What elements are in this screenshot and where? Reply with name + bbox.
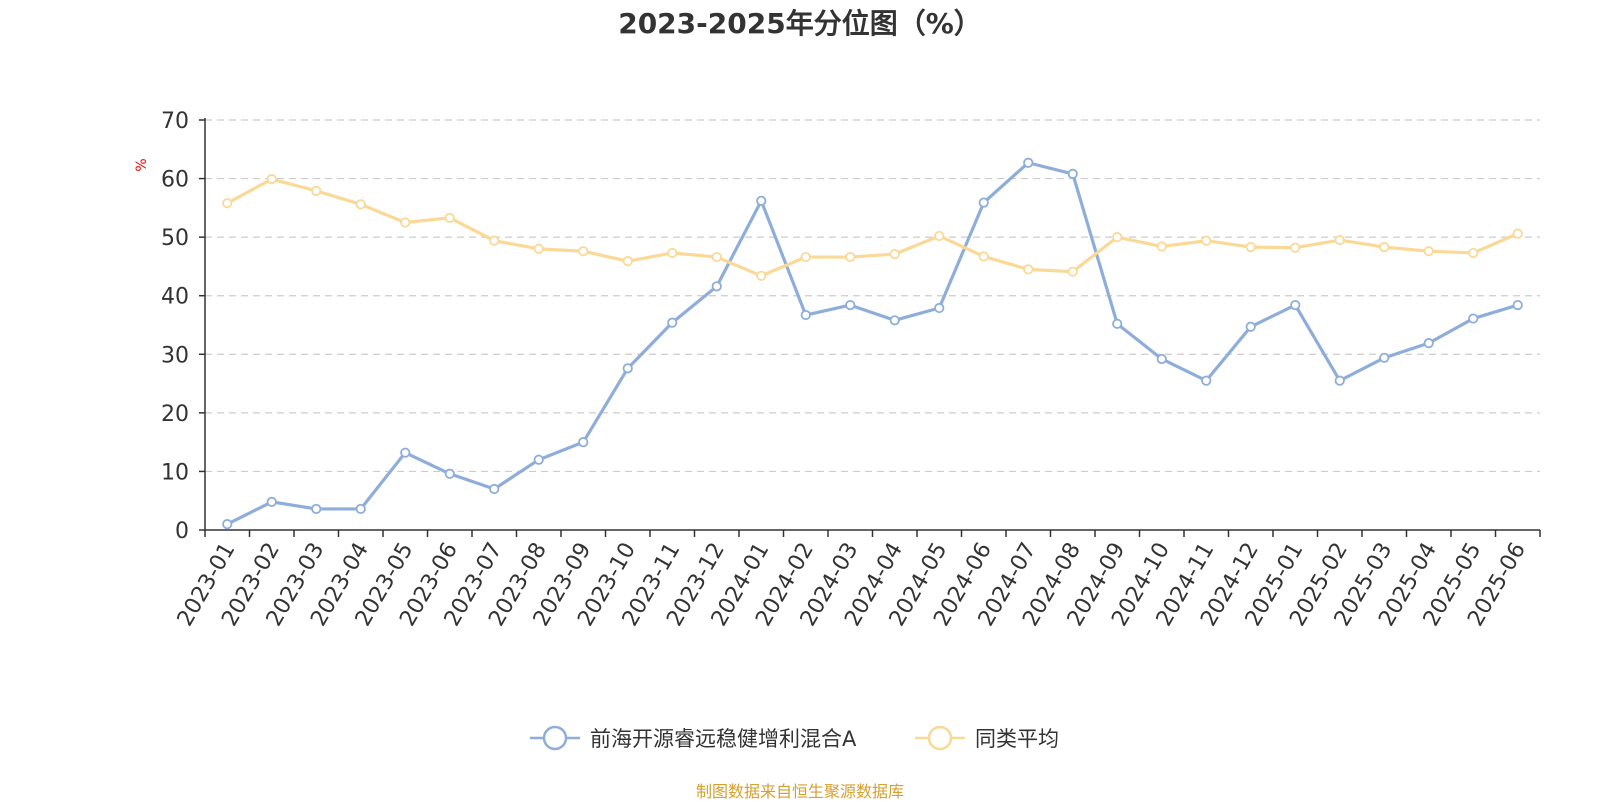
gridlines bbox=[205, 119, 1540, 473]
y-tick-label: 0 bbox=[175, 519, 189, 544]
data-point[interactable] bbox=[1156, 353, 1167, 365]
data-point[interactable] bbox=[1334, 234, 1345, 246]
data-point[interactable] bbox=[667, 317, 678, 328]
y-tick-label: 20 bbox=[161, 402, 189, 427]
legend-item-2[interactable]: 同类平均 bbox=[915, 725, 1059, 751]
data-point[interactable] bbox=[1379, 242, 1390, 253]
data-point[interactable] bbox=[311, 503, 322, 515]
data-point[interactable] bbox=[889, 249, 900, 260]
chart-title: 2023-2025年分位图（%） bbox=[618, 7, 982, 40]
data-point[interactable] bbox=[1245, 321, 1256, 332]
source-note: 制图数据来自恒生聚源数据库 bbox=[695, 782, 904, 801]
series-1 bbox=[222, 157, 1523, 530]
y-tick-label: 30 bbox=[161, 343, 189, 368]
data-point[interactable] bbox=[1067, 168, 1078, 179]
data-point[interactable] bbox=[444, 468, 455, 479]
y-tick-label: 70 bbox=[161, 109, 189, 134]
data-point[interactable] bbox=[1423, 246, 1434, 257]
data-point[interactable] bbox=[533, 243, 544, 254]
data-point[interactable] bbox=[800, 309, 811, 321]
data-point[interactable] bbox=[1512, 299, 1523, 311]
data-point[interactable] bbox=[756, 195, 767, 206]
y-tick-label: 10 bbox=[161, 460, 189, 485]
data-point[interactable] bbox=[1468, 313, 1479, 324]
data-point[interactable] bbox=[1245, 242, 1256, 253]
data-point[interactable] bbox=[400, 217, 411, 228]
data-point[interactable] bbox=[489, 483, 500, 495]
y-tick-label: 50 bbox=[161, 226, 189, 251]
y-tick-label: 60 bbox=[161, 168, 189, 193]
data-point[interactable] bbox=[311, 185, 322, 196]
data-point[interactable] bbox=[1023, 157, 1034, 168]
data-point[interactable] bbox=[978, 251, 989, 262]
data-point[interactable] bbox=[800, 251, 811, 263]
legend[interactable]: 前海开源睿远稳健增利混合A 同类平均 bbox=[530, 725, 1059, 751]
data-point[interactable] bbox=[266, 174, 277, 185]
data-point[interactable] bbox=[1290, 242, 1301, 253]
data-point[interactable] bbox=[711, 251, 722, 263]
data-point[interactable] bbox=[845, 299, 856, 311]
data-point[interactable] bbox=[756, 270, 767, 281]
data-point[interactable] bbox=[444, 212, 455, 223]
data-point[interactable] bbox=[355, 199, 366, 210]
data-point[interactable] bbox=[978, 197, 989, 208]
data-point[interactable] bbox=[711, 281, 722, 292]
data-point[interactable] bbox=[266, 496, 277, 507]
data-point[interactable] bbox=[222, 198, 233, 209]
series-2 bbox=[222, 174, 1523, 281]
data-point[interactable] bbox=[1201, 235, 1212, 246]
data-point[interactable] bbox=[1468, 247, 1479, 259]
data-point[interactable] bbox=[1334, 375, 1345, 386]
data-point[interactable] bbox=[578, 246, 589, 257]
data-point[interactable] bbox=[533, 454, 544, 465]
data-point[interactable] bbox=[845, 251, 856, 263]
y-tick-label: 40 bbox=[161, 285, 189, 310]
data-point[interactable] bbox=[1512, 228, 1523, 239]
data-point[interactable] bbox=[1290, 299, 1301, 311]
legend-label: 前海开源睿远稳健增利混合A bbox=[590, 727, 857, 751]
legend-marker bbox=[927, 725, 953, 751]
data-point[interactable] bbox=[489, 235, 500, 246]
data-point[interactable] bbox=[1423, 338, 1434, 349]
legend-label: 同类平均 bbox=[975, 727, 1059, 751]
data-point[interactable] bbox=[667, 247, 678, 259]
data-point[interactable] bbox=[1023, 264, 1034, 275]
data-point[interactable] bbox=[1112, 318, 1123, 329]
data-point[interactable] bbox=[1112, 232, 1123, 243]
data-point[interactable] bbox=[934, 230, 945, 242]
y-axis-label: % bbox=[134, 158, 150, 171]
data-point[interactable] bbox=[934, 302, 945, 314]
data-point[interactable] bbox=[578, 437, 589, 448]
data-point[interactable] bbox=[1379, 352, 1390, 363]
legend-item-1[interactable]: 前海开源睿远稳健增利混合A bbox=[530, 725, 857, 751]
data-point[interactable] bbox=[222, 519, 233, 530]
data-point[interactable] bbox=[622, 256, 633, 267]
data-point[interactable] bbox=[1156, 241, 1167, 252]
series-lines bbox=[222, 157, 1523, 530]
data-point[interactable] bbox=[622, 363, 633, 374]
data-point[interactable] bbox=[1201, 375, 1212, 386]
data-point[interactable] bbox=[400, 447, 411, 458]
series-line bbox=[226, 161, 1519, 526]
legend-marker bbox=[542, 725, 568, 751]
series-line bbox=[226, 177, 1519, 278]
data-point[interactable] bbox=[1067, 266, 1078, 277]
data-point[interactable] bbox=[355, 503, 366, 515]
data-point[interactable] bbox=[889, 315, 900, 326]
